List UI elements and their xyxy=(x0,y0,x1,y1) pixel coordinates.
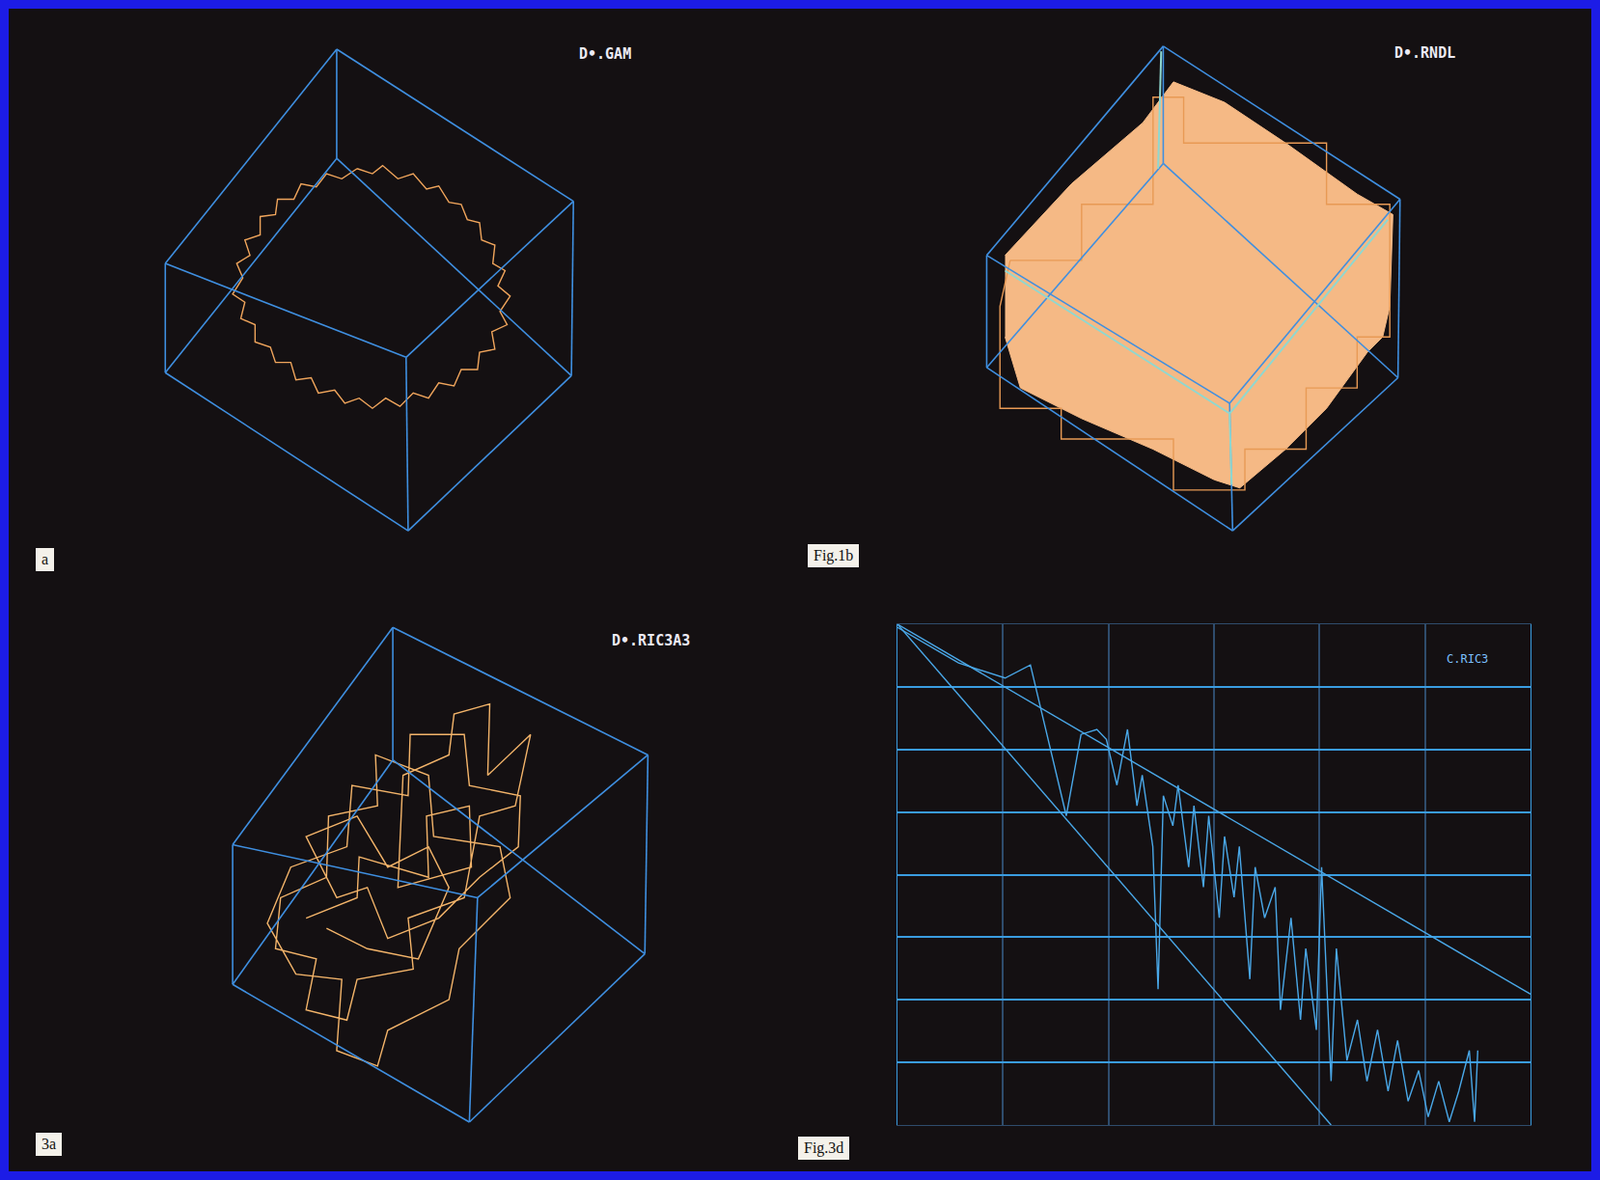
svg-text:D•.GAM: D•.GAM xyxy=(579,45,632,63)
html-text:Fig.3d: Fig.3d xyxy=(803,1139,844,1157)
html-text:a: a xyxy=(41,551,49,568)
svg-text:C.RIC3: C.RIC3 xyxy=(1446,652,1489,666)
html-text:3a: 3a xyxy=(41,1135,57,1153)
svg-text:D•.RNDL: D•.RNDL xyxy=(1394,44,1456,62)
html-text:Fig.1b: Fig.1b xyxy=(813,547,854,564)
svg-text:D•.RIC3A3: D•.RIC3A3 xyxy=(611,632,690,650)
